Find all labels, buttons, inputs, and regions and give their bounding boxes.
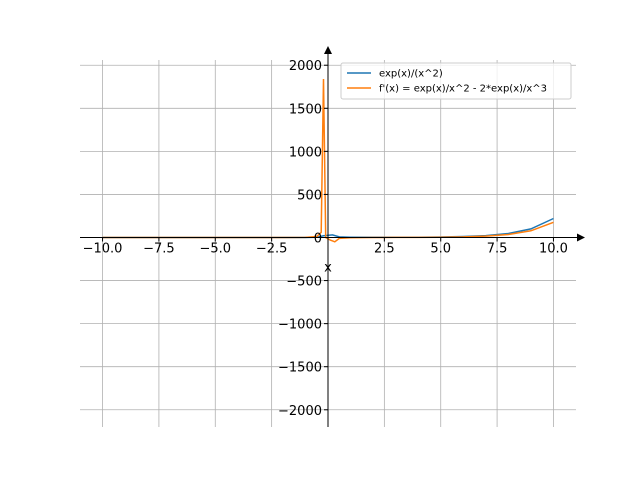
- x-tick-label: −2.5: [256, 242, 288, 257]
- x-axis-label: x: [324, 261, 332, 276]
- y-tick-label: 2000: [289, 59, 322, 74]
- tick-labels: −10.0 −7.5 −5.0 −2.5 2.5 5.0 7.5 10.0 −2000 −1500…: [83, 59, 568, 419]
- legend-label-1: f'(x) = exp(x)/x^2 - 2*exp(x)/x^3: [379, 84, 547, 95]
- y-tick-label: −1000: [278, 318, 322, 333]
- y-tick-label: 1000: [289, 145, 322, 160]
- legend-label-0: exp(x)/(x^2): [379, 69, 443, 80]
- x-axis-arrow: [577, 233, 585, 242]
- y-tick-label: −1500: [278, 361, 322, 376]
- x-tick-label: 2.5: [374, 242, 395, 257]
- y-axis-arrow: [324, 46, 332, 54]
- x-tick-label: −7.5: [143, 242, 175, 257]
- x-tick-label: −10.0: [83, 242, 123, 257]
- axes: [80, 46, 585, 427]
- x-tick-label: 10.0: [539, 242, 568, 257]
- y-tick-label: 1500: [289, 102, 322, 117]
- legend: exp(x)/(x^2) f'(x) = exp(x)/x^2 - 2*exp(x…: [340, 62, 572, 100]
- x-tick-label: 7.5: [487, 242, 508, 257]
- legend-box: [340, 62, 572, 100]
- y-tick-label: 0: [314, 232, 322, 247]
- y-tick-label: −500: [286, 275, 322, 290]
- x-tick-label: 5.0: [430, 242, 451, 257]
- y-tick-label: −2000: [278, 404, 322, 419]
- y-tick-label: 500: [297, 188, 322, 203]
- x-tick-label: −5.0: [199, 242, 231, 257]
